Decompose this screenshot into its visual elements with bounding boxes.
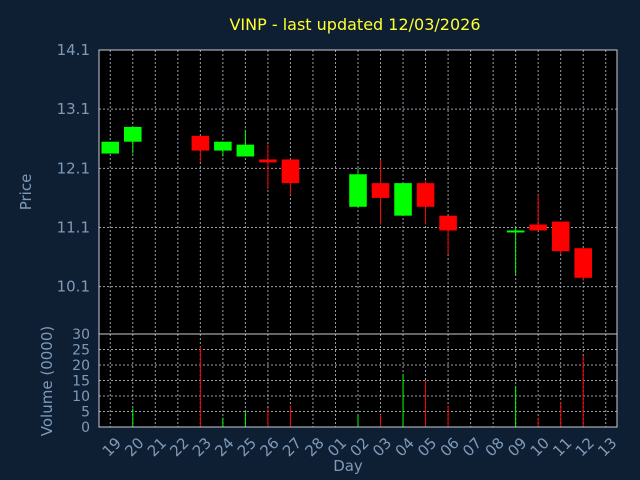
candle-body [236, 144, 255, 157]
candle-body [506, 230, 525, 233]
chart-title: VINP - last updated 12/03/2026 [229, 15, 480, 34]
candle-body [551, 221, 570, 252]
volume-tick-label: 25 [72, 343, 90, 359]
volume-tick-label: 15 [72, 374, 90, 390]
volume-tick-label: 10 [72, 389, 90, 405]
candle-body [371, 183, 390, 198]
candle-body [574, 248, 593, 278]
candle-body [214, 141, 232, 151]
candle-body [191, 135, 210, 151]
candle-body [529, 224, 547, 231]
price-tick-label: 13.1 [57, 100, 90, 118]
candle-body [101, 141, 120, 154]
volume-tick-label: 30 [72, 327, 90, 343]
price-axis-ticks: 10.1 11.1 12.1 13.1 14.1 [57, 41, 90, 296]
candle-body [259, 159, 277, 163]
volume-tick-label: 0 [81, 420, 90, 436]
price-tick-label: 11.1 [57, 219, 90, 237]
price-tick-label: 14.1 [57, 41, 90, 59]
volume-plot-frame [98, 333, 618, 428]
volume-bars [132, 346, 584, 427]
candle-body [123, 126, 142, 142]
price-tick-label: 10.1 [57, 278, 90, 296]
price-tick-label: 12.1 [57, 159, 90, 177]
candle-body [349, 174, 367, 207]
volume-axis-label: Volume (0000) [38, 326, 56, 436]
candles [101, 126, 593, 281]
candle-body [394, 183, 412, 216]
volume-tick-label: 20 [72, 358, 90, 374]
candle-body [416, 183, 435, 207]
volume-tick-label: 5 [81, 405, 90, 421]
candle-body [439, 215, 457, 231]
x-axis-label: Day [333, 457, 363, 475]
candle-body [281, 159, 300, 184]
price-axis-label: Price [17, 174, 35, 211]
